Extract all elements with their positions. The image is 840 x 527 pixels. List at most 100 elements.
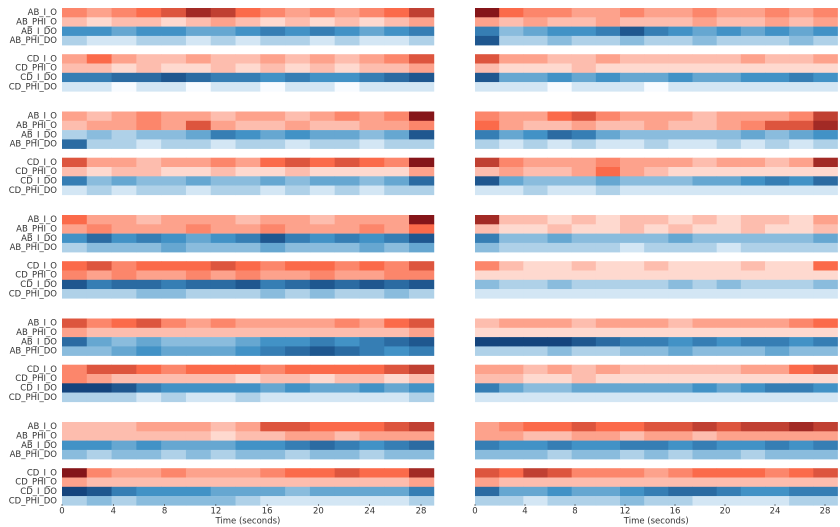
heat-cell — [716, 327, 742, 338]
heat-cell — [285, 167, 311, 177]
heat-cell — [86, 440, 112, 451]
heat-cell — [475, 440, 500, 451]
heat-cell — [813, 185, 838, 196]
heat-cell — [334, 364, 360, 375]
heat-cell — [571, 17, 597, 27]
heat-cell — [740, 270, 766, 280]
heat-cell — [499, 167, 524, 177]
heat-cell — [523, 167, 548, 177]
heat-cell — [260, 383, 286, 393]
heat-cell — [644, 17, 669, 27]
heat-cell — [620, 82, 645, 92]
heat-cell — [260, 185, 286, 196]
heat-cell — [136, 242, 162, 253]
heat-cell — [285, 224, 311, 234]
heat-cell — [161, 224, 187, 234]
heat-cell — [499, 279, 524, 290]
heat-cell — [571, 176, 597, 186]
heat-cell — [620, 176, 645, 186]
heat-cell — [185, 422, 212, 432]
heat-cell — [789, 449, 814, 460]
heat-cell — [210, 139, 236, 149]
heat-cell — [523, 270, 548, 280]
heat-cell — [235, 279, 261, 290]
heat-cell — [161, 261, 187, 271]
heat-cell — [475, 242, 500, 253]
heat-cell — [260, 130, 286, 140]
heat-cell — [210, 111, 236, 121]
heat-cell — [716, 139, 742, 149]
heat-cell — [86, 327, 112, 338]
x-tick-label: 4 — [111, 507, 116, 517]
heat-cell — [409, 224, 435, 234]
heat-cell — [260, 449, 286, 460]
heat-cell — [409, 130, 435, 140]
heat-cell — [571, 383, 597, 393]
heat-cell — [668, 374, 693, 384]
heat-cell — [185, 63, 212, 73]
heat-cell — [185, 327, 212, 338]
heat-cell — [716, 468, 742, 478]
heat-cell — [571, 337, 597, 347]
heat-cell — [111, 17, 137, 27]
heat-cell — [210, 167, 236, 177]
heat-cell — [571, 270, 597, 280]
heat-cell — [644, 233, 669, 244]
heat-cell — [740, 374, 766, 384]
heat-cell — [644, 215, 669, 225]
heat-cell — [285, 242, 311, 253]
heat-cell — [111, 139, 137, 149]
heat-cell — [334, 139, 360, 149]
heat-cell — [136, 233, 162, 244]
heat-cell — [260, 477, 286, 487]
heat-cell — [285, 279, 311, 290]
heat-cell — [692, 431, 718, 441]
heat-cell — [813, 111, 838, 121]
heat-cell — [260, 468, 286, 478]
heat-cell — [409, 82, 435, 92]
heat-cell — [384, 82, 410, 92]
heat-cell — [86, 496, 112, 506]
heat-cell — [789, 477, 814, 487]
heat-cell — [813, 364, 838, 375]
heat-cell — [668, 130, 693, 140]
heat-cell — [595, 383, 621, 393]
heat-cell — [260, 289, 286, 299]
heat-cell — [235, 242, 261, 253]
heat-cell — [740, 26, 766, 37]
heat-cell — [111, 26, 137, 37]
heat-cell — [620, 449, 645, 460]
heat-cell — [285, 318, 311, 328]
heat-cell — [359, 185, 385, 196]
heat-cell — [334, 63, 360, 73]
heat-cell — [334, 383, 360, 393]
heat-cell — [136, 111, 162, 121]
heat-cell — [62, 440, 88, 451]
heat-cell — [620, 167, 645, 177]
heat-cell — [668, 431, 693, 441]
heat-cell — [235, 496, 261, 506]
heat-cell — [620, 215, 645, 225]
heat-cell — [571, 185, 597, 196]
heat-cell — [185, 383, 212, 393]
x-tick-label: 0 — [59, 507, 64, 517]
heat-cell — [334, 346, 360, 356]
heat-cell — [86, 270, 112, 280]
heat-cell — [86, 224, 112, 234]
heat-cell — [475, 8, 500, 18]
heat-cell — [499, 346, 524, 356]
heat-cell — [309, 364, 336, 375]
heat-cell — [62, 157, 88, 168]
heat-cell — [765, 486, 790, 497]
heat-cell — [185, 468, 212, 478]
heat-cell — [334, 468, 360, 478]
heat-cell — [136, 167, 162, 177]
heat-cell — [523, 346, 548, 356]
heat-cell — [475, 346, 500, 356]
heat-cell — [740, 8, 766, 18]
heat-cell — [359, 224, 385, 234]
heat-cell — [409, 17, 435, 27]
heat-cell — [235, 486, 261, 497]
heat-cell — [235, 383, 261, 393]
heat-cell — [136, 279, 162, 290]
